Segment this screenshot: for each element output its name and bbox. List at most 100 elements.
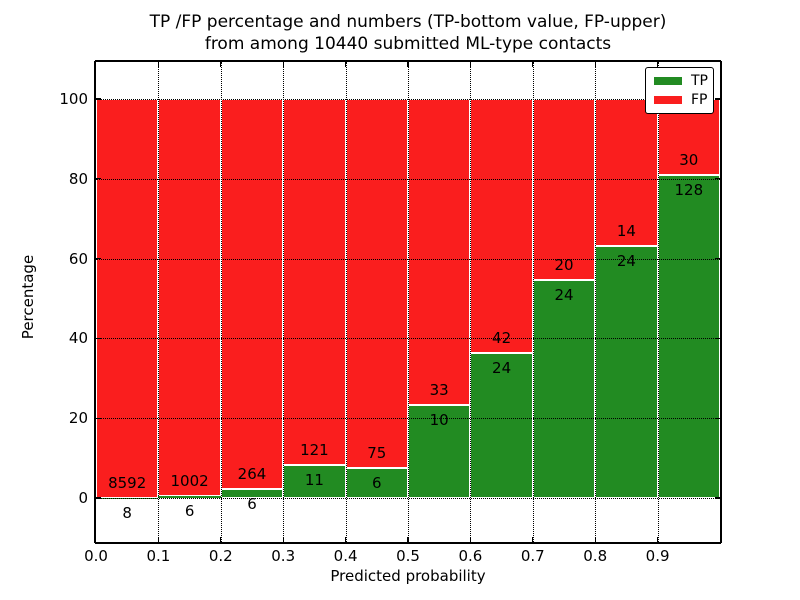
fp-count-label: 121 xyxy=(300,440,329,459)
y-axis-label: Percentage xyxy=(19,254,37,340)
bar-fp-segment xyxy=(408,99,471,406)
x-tick-mark xyxy=(157,537,159,542)
tp-count-label: 128 xyxy=(674,180,704,199)
bar-tp-segment xyxy=(345,468,408,498)
y-tick-mark xyxy=(715,497,720,499)
legend-item-tp: TP xyxy=(654,73,708,90)
left-spine xyxy=(94,61,96,543)
tp-count-label: 6 xyxy=(247,495,257,514)
bar-tp-segment xyxy=(408,405,471,498)
bar-tp-segment xyxy=(532,280,596,498)
vertical-gridline xyxy=(408,62,409,542)
x-tick-mark xyxy=(469,537,471,542)
x-tick-mark xyxy=(657,62,659,67)
y-tick-mark xyxy=(715,337,720,339)
y-tick-mark xyxy=(96,98,101,100)
bar-tp-segment xyxy=(158,495,221,498)
x-tick-mark xyxy=(657,537,659,542)
tp-count-label: 6 xyxy=(184,501,195,520)
vertical-gridline xyxy=(657,62,659,542)
tp-count-label: 24 xyxy=(554,286,574,305)
bar-fp-segment xyxy=(283,99,346,465)
x-axis-label: Predicted probability xyxy=(330,567,486,585)
y-tick-label: 20 xyxy=(68,409,88,428)
x-tick-mark xyxy=(594,537,596,542)
legend-label-fp: FP xyxy=(691,91,708,108)
x-tick-mark xyxy=(220,537,222,542)
x-tick-label: 0.2 xyxy=(208,547,233,565)
fp-swatch-icon xyxy=(654,95,682,104)
x-tick-mark xyxy=(345,537,347,542)
y-tick-mark xyxy=(96,497,101,499)
x-tick-mark xyxy=(157,62,159,67)
x-tick-label: 0.7 xyxy=(520,547,545,565)
y-tick-mark xyxy=(715,417,720,419)
legend: TP FP xyxy=(645,67,714,114)
x-tick-label: 0.6 xyxy=(458,547,483,565)
bar-tp-segment xyxy=(283,464,346,498)
x-tick-mark xyxy=(469,62,471,67)
vertical-gridline xyxy=(158,62,160,542)
y-tick-mark xyxy=(715,258,720,260)
fp-count-label: 30 xyxy=(679,150,699,169)
bar-fp-segment xyxy=(220,99,284,490)
x-tick-mark xyxy=(282,62,284,67)
bar-fp-segment xyxy=(532,99,596,281)
x-tick-label: 0.9 xyxy=(645,547,670,565)
tp-count-label: 6 xyxy=(372,474,382,493)
bar-fp-segment xyxy=(470,99,533,353)
fp-count-label: 1002 xyxy=(170,471,209,490)
x-tick-mark xyxy=(532,62,534,67)
bar-tp-segment xyxy=(657,174,720,498)
vertical-gridline xyxy=(595,62,597,542)
horizontal-gridline xyxy=(96,99,720,100)
fp-count-label: 42 xyxy=(492,328,512,347)
fp-count-label: 14 xyxy=(616,222,636,240)
chart-title-line2: from among 10440 submitted ML-type conta… xyxy=(204,34,612,54)
bar-tp-segment xyxy=(595,246,658,498)
y-tick-mark xyxy=(715,98,720,100)
bar-fp-segment xyxy=(96,99,159,498)
x-tick-label: 0.4 xyxy=(333,547,358,565)
chart-title: TP /FP percentage and numbers (TP-bottom… xyxy=(88,11,728,55)
bar-fp-segment xyxy=(158,99,221,496)
chart-title-line1: TP /FP percentage and numbers (TP-bottom… xyxy=(149,12,667,32)
fp-count-label: 8592 xyxy=(108,473,147,492)
vertical-gridline xyxy=(283,62,285,542)
y-tick-label: 100 xyxy=(59,90,88,108)
y-tick-mark xyxy=(715,178,720,180)
right-spine xyxy=(720,61,722,543)
y-tick-mark xyxy=(96,417,101,419)
fp-count-label: 33 xyxy=(429,381,449,400)
legend-label-tp: TP xyxy=(691,73,708,90)
bar-fp-segment xyxy=(345,99,408,469)
horizontal-gridline xyxy=(96,338,720,340)
fp-count-label: 75 xyxy=(367,444,387,463)
tp-swatch-icon xyxy=(654,77,682,86)
x-tick-mark xyxy=(532,537,534,542)
fp-count-label: 20 xyxy=(554,256,574,275)
horizontal-gridline xyxy=(96,418,720,420)
x-tick-mark xyxy=(282,537,284,542)
fp-count-label: 264 xyxy=(237,465,267,484)
x-tick-label: 0.3 xyxy=(271,547,296,565)
y-tick-mark xyxy=(96,178,101,180)
y-tick-label: 40 xyxy=(68,329,88,348)
plot-area: TP FP 8592 8 1002 6 264 6 121 11 75 6 33 10 42 24 20 24… xyxy=(94,60,722,544)
x-tick-label: 0.0 xyxy=(84,547,108,565)
horizontal-gridline xyxy=(96,258,720,260)
x-tick-label: 0.5 xyxy=(396,547,420,565)
x-tick-label: 0.8 xyxy=(583,547,608,565)
bar-tp-segment xyxy=(470,352,533,498)
vertical-gridline xyxy=(345,62,347,542)
legend-item-fp: FP xyxy=(654,91,708,108)
x-tick-mark xyxy=(220,62,222,67)
top-spine xyxy=(95,60,721,62)
vertical-gridline xyxy=(532,62,534,542)
y-tick-label: 80 xyxy=(68,169,88,188)
tp-count-label: 11 xyxy=(304,470,324,489)
x-tick-label: 0.1 xyxy=(146,547,171,565)
vertical-gridline xyxy=(220,62,222,542)
bottom-spine xyxy=(95,542,721,544)
